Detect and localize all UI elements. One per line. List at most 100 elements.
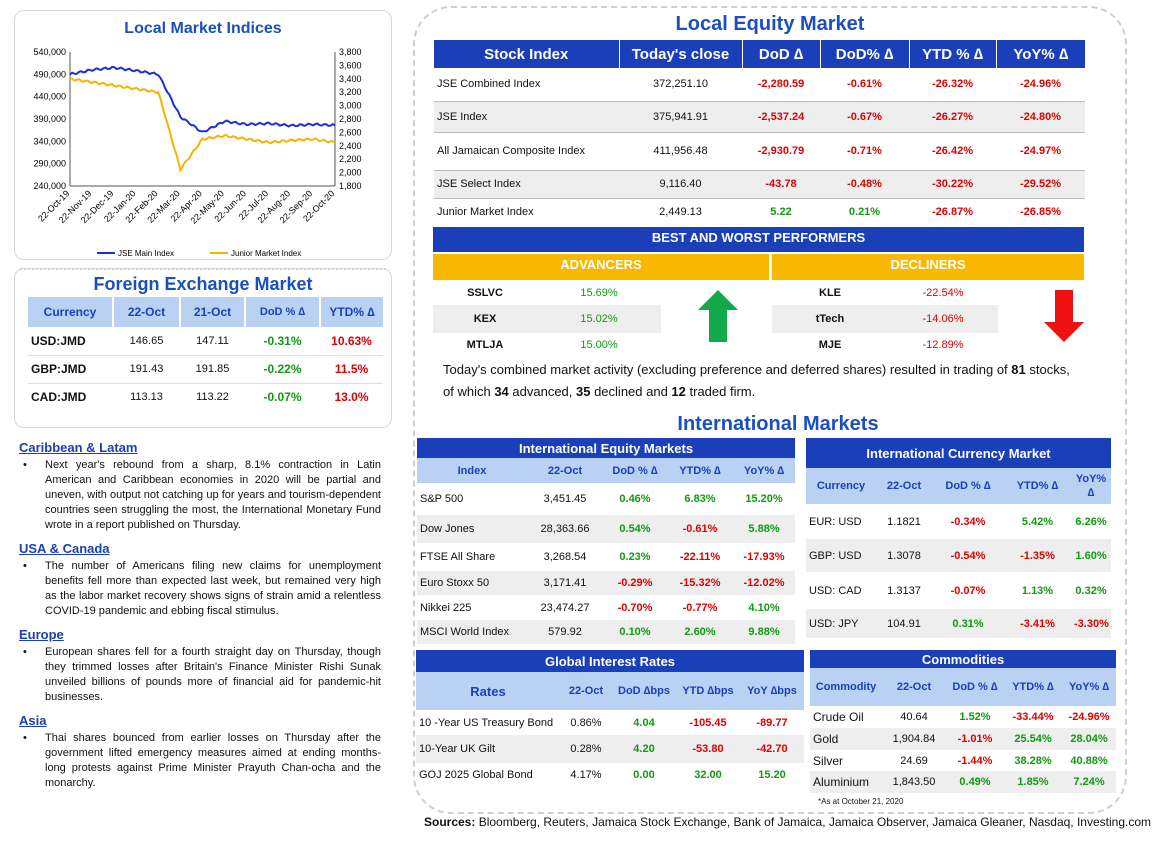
intl-cur-ytd: 1.13%: [1021, 584, 1054, 597]
y-right-tick: 2,400: [339, 141, 362, 151]
news-paragraph: European shares fell for a fourth straig…: [19, 645, 381, 705]
adv-pct: 15.02%: [580, 313, 618, 325]
com-h: DoD % ∆: [946, 668, 1004, 706]
com-ytd: 1.85%: [1017, 776, 1049, 788]
lem-yoy: -24.97%: [1020, 145, 1061, 157]
intl-eq-yoy: 9.88%: [748, 626, 780, 638]
news-block-usa: USA & Canada The number of Americans fil…: [19, 541, 381, 619]
series-line: [69, 65, 336, 133]
rates-val: 0.28%: [570, 743, 602, 755]
com-dod: -1.01%: [957, 733, 993, 745]
summary-firm: 12: [671, 384, 686, 399]
com-dod: -1.44%: [957, 754, 993, 767]
intl-cur-row: GBP: USD 1.3078 -0.54% -1.35% 1.60%: [806, 539, 1112, 572]
rates-val: 0.86%: [570, 716, 602, 729]
intl-eq-ytd: -0.61%: [682, 523, 718, 535]
com-row: Silver 24.69 -1.44% 38.28% 40.88%: [810, 750, 1116, 771]
lem-ytd: -26.87%: [932, 206, 973, 219]
intl-eq-ytd: 2.60%: [684, 626, 716, 638]
lem-dodp: 0.21%: [848, 206, 881, 219]
y-right-tick: 2,000: [339, 168, 362, 178]
intl-eq-row: MSCI World Index 579.92 0.10% 2.60% 9.88%: [417, 620, 796, 644]
summary-text-b: stocks, of which: [443, 362, 1070, 399]
com-yoy: -24.96%: [1068, 711, 1110, 723]
intl-cur-row: EUR: USD 1.1821 -0.34% 5.42% 6.26%: [806, 504, 1111, 539]
intl-eq-name: Euro Stoxx 50: [420, 577, 490, 589]
lem-dodp: -0.71%: [847, 145, 882, 157]
fx-title: Foreign Exchange Market: [93, 274, 313, 294]
fx-row: GBP:JMD 191.43 191.85 -0.22% 11.5%: [28, 355, 383, 383]
rates-yoy: 15.20: [758, 769, 786, 781]
com-title: Commodities: [810, 650, 1117, 668]
y-right-tick: 2,600: [339, 127, 362, 137]
summary-text-a: Today's combined market activity (exclud…: [443, 362, 1012, 377]
intl-eq-name: S&P 500: [420, 493, 464, 505]
intl-eq-row: FTSE All Share 3,268.54 0.23% -22.11% -17.93…: [417, 543, 795, 571]
rates-val: 4.17%: [570, 769, 602, 781]
news-section: Caribbean & Latam Next year's rebound fr…: [19, 440, 381, 791]
intl-cur-yoy: 0.32%: [1075, 584, 1107, 597]
news-block-caribbean: Caribbean & Latam Next year's rebound fr…: [19, 440, 381, 533]
up-arrow-icon: [698, 290, 738, 342]
com-val: 24.69: [900, 754, 928, 767]
intl-eq-val: 579.92: [548, 626, 582, 638]
intl-eq-name: Nikkei 225: [420, 601, 472, 614]
fx-cur: USD:JMD: [31, 333, 86, 348]
dec-ticker: tTech: [815, 313, 845, 325]
rates-row: GOJ 2025 Global Bond 4.17% 0.00 32.00 15.20: [416, 763, 804, 787]
com-h: Commodity: [810, 668, 882, 706]
news-heading: Europe: [19, 627, 64, 642]
fx-y: 13.0%: [334, 390, 369, 405]
dec-title: DECLINERS: [772, 254, 1084, 280]
advancers-table: SSLVC 15.69% KEX 15.02% MTLJA 15.00%: [433, 280, 661, 357]
intl-cur-row: USD: CAD 1.3137 -0.07% 1.13% 0.32%: [806, 572, 1111, 609]
intl-eq-ytd: -0.77%: [682, 601, 718, 614]
com-name: Gold: [813, 732, 839, 746]
adv-ticker: KEX: [473, 313, 497, 325]
intl-eq-val: 3,451.45: [543, 493, 587, 505]
intl-eq-yoy: 5.88%: [748, 523, 780, 535]
lem-name: All Jamaican Composite Index: [437, 145, 585, 157]
lem-h2: DoD ∆: [742, 40, 821, 68]
rates-row: 10 -Year US Treasury Bond 0.86% 4.04 -105.4…: [416, 710, 804, 735]
intl-cur-row: USD: JPY 104.91 0.31% -3.41% -3.30%: [806, 609, 1112, 638]
local-market-indices-panel: Local Market Indices 540,000 490,000 440,0…: [14, 10, 392, 260]
lem-dod: 5.22: [770, 206, 792, 219]
fx-h4: YTD% ∆: [320, 297, 383, 327]
lem-dodp: -0.67%: [847, 110, 882, 123]
intl-eq-val: 3,268.54: [543, 551, 587, 563]
intl-eq-h: YTD% ∆: [667, 458, 733, 483]
com-val: 40.64: [900, 711, 928, 723]
intl-eq-h: YoY% ∆: [733, 458, 796, 483]
rates-h: 22-Oct: [560, 672, 612, 710]
adv-row: MTLJA 15.00%: [433, 333, 661, 357]
intl-cur-name: USD: JPY: [809, 617, 859, 630]
lem-title: Local Equity Market: [675, 13, 865, 35]
rates-dod: 4.04: [633, 716, 655, 729]
y-right-tick: 1,800: [339, 181, 362, 191]
intl-title: International Markets: [677, 413, 879, 435]
lem-yoy: -29.52%: [1020, 178, 1061, 190]
intl-eq-dod: 0.10%: [619, 626, 651, 638]
intl-cur-h: DoD % ∆: [932, 468, 1004, 504]
adv-pct: 15.69%: [580, 286, 618, 299]
dec-pct: -12.89%: [922, 339, 964, 351]
sources-text: Bloomberg, Reuters, Jamaica Stock Exchan…: [475, 815, 1152, 829]
rates-row: 10-Year UK Gilt 0.28% 4.20 -53.80 -42.70: [416, 735, 805, 763]
fx-b: 113.22: [196, 391, 229, 404]
y-right-tick: 2,200: [339, 154, 362, 164]
dec-row: KLE -22.54%: [772, 280, 998, 305]
fx-h1: 22-Oct: [113, 297, 181, 327]
rates-h: DoD ∆bps: [612, 672, 676, 710]
news-paragraph: The number of Americans filing new claim…: [19, 559, 381, 619]
intl-cur-yoy: 1.60%: [1075, 549, 1107, 562]
rates-yoy: -42.70: [756, 743, 788, 755]
market-summary: Today's combined market activity (exclud…: [443, 359, 1083, 403]
interest-rates-table: Global Interest Rates Rates 22-Oct DoD ∆…: [416, 650, 805, 787]
fx-row: USD:JMD 146.65 147.11 -0.31% 10.63%: [28, 327, 383, 355]
lem-h3: DoD% ∆: [820, 40, 910, 68]
lem-name: JSE Combined Index: [437, 78, 541, 91]
lem-row: JSE Index 375,941.91 -2,537.24 -0.67% -2…: [434, 101, 1085, 132]
legend-label: Junior Market Index: [231, 249, 301, 258]
intl-eq-h: 22-Oct: [527, 458, 603, 483]
